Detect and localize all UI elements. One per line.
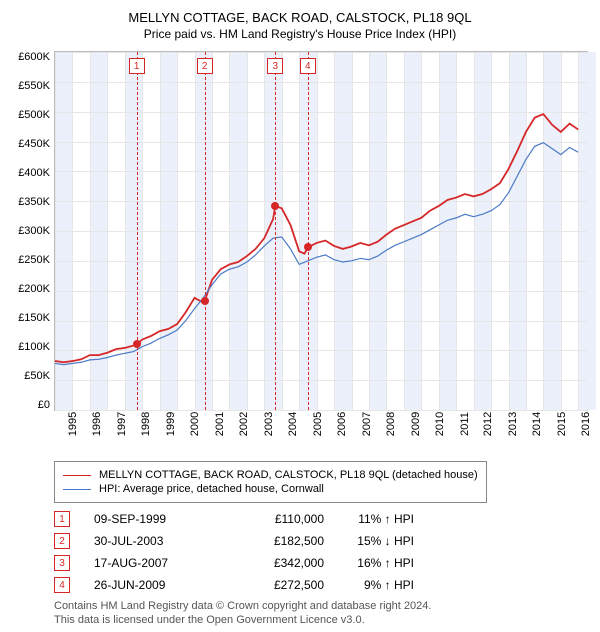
plot-wrapper: £600K £550K £500K £450K £400K £350K £300K £250K…: [12, 51, 588, 411]
x-tick-label: 2000: [176, 412, 202, 436]
sale-row: 1 09-SEP-1999£110,00011% ↑ HPI: [54, 511, 588, 527]
x-tick-label: 2013: [493, 412, 519, 436]
y-tick-label: £150K: [18, 312, 50, 324]
x-tick-label: 1995: [53, 412, 79, 436]
sale-marker-inline: 3: [54, 555, 70, 571]
sale-pct: 16% ↑ HPI: [324, 556, 414, 570]
x-tick-label: 1996: [78, 412, 104, 436]
y-tick-label: £400K: [18, 167, 50, 179]
sale-marker: 3: [267, 58, 283, 74]
sales-table: 1 09-SEP-1999£110,00011% ↑ HPI 2 30-JUL-200…: [54, 511, 588, 593]
y-tick-label: £500K: [18, 109, 50, 121]
footnote: Contains HM Land Registry data © Crown c…: [54, 599, 588, 628]
chart-title-main: MELLYN COTTAGE, BACK ROAD, CALSTOCK, PL1…: [12, 10, 588, 25]
y-tick-label: £550K: [18, 80, 50, 92]
plot-area: 1 2 3 4: [54, 51, 588, 411]
x-tick-label: 2009: [396, 412, 422, 436]
sale-marker: 2: [197, 58, 213, 74]
x-tick-label: 2008: [372, 412, 398, 436]
x-tick-label: 2017: [591, 412, 600, 436]
x-tick-label: 1999: [151, 412, 177, 436]
sale-dot: [133, 340, 141, 348]
x-tick-label: 2003: [249, 412, 275, 436]
legend-row: HPI: Average price, detached house, Corn…: [63, 483, 478, 495]
x-tick-label: 2005: [298, 412, 324, 436]
x-tick-label: 2014: [518, 412, 544, 436]
sale-marker-inline: 1: [54, 511, 70, 527]
sale-date: 09-SEP-1999: [94, 512, 224, 526]
sale-price: £272,500: [224, 578, 324, 592]
plot-svg: [55, 52, 587, 410]
x-tick-label: 2004: [274, 412, 300, 436]
sale-price: £342,000: [224, 556, 324, 570]
x-tick-label: 2001: [200, 412, 226, 436]
y-tick-label: £350K: [18, 196, 50, 208]
sale-price: £110,000: [224, 512, 324, 526]
y-tick-label: £300K: [18, 225, 50, 237]
chart-title-sub: Price paid vs. HM Land Registry's House …: [12, 27, 588, 41]
sale-date: 17-AUG-2007: [94, 556, 224, 570]
legend-label: HPI: Average price, detached house, Corn…: [99, 483, 324, 495]
legend-swatch: [63, 475, 91, 476]
y-tick-label: £600K: [18, 51, 50, 63]
sale-pct: 15% ↓ HPI: [324, 534, 414, 548]
chart-container: MELLYN COTTAGE, BACK ROAD, CALSTOCK, PL1…: [0, 0, 600, 632]
sale-date: 26-JUN-2009: [94, 578, 224, 592]
x-axis: 1995199619971998199920002001200220032004…: [54, 411, 588, 437]
y-tick-label: £450K: [18, 138, 50, 150]
x-tick-label: 2016: [567, 412, 593, 436]
sale-row: 3 17-AUG-2007£342,00016% ↑ HPI: [54, 555, 588, 571]
y-tick-label: £0: [38, 399, 50, 411]
y-axis: £600K £550K £500K £450K £400K £350K £300K £250K…: [12, 51, 54, 411]
x-tick-label: 2006: [323, 412, 349, 436]
x-tick-label: 1997: [102, 412, 128, 436]
sale-row: 2 30-JUL-2003£182,50015% ↓ HPI: [54, 533, 588, 549]
sale-row: 4 26-JUN-2009£272,5009% ↑ HPI: [54, 577, 588, 593]
y-tick-label: £100K: [18, 341, 50, 353]
legend-box: MELLYN COTTAGE, BACK ROAD, CALSTOCK, PL1…: [54, 461, 487, 503]
sale-dot: [304, 243, 312, 251]
y-tick-label: £50K: [24, 370, 50, 382]
legend-swatch: [63, 489, 91, 490]
sale-marker-inline: 2: [54, 533, 70, 549]
sale-dot: [271, 202, 279, 210]
x-tick-label: 2012: [469, 412, 495, 436]
legend-label: MELLYN COTTAGE, BACK ROAD, CALSTOCK, PL1…: [99, 469, 478, 481]
sale-marker: 4: [300, 58, 316, 74]
sale-price: £182,500: [224, 534, 324, 548]
x-tick-label: 2011: [445, 412, 471, 436]
sale-date: 30-JUL-2003: [94, 534, 224, 548]
sale-marker: 1: [129, 58, 145, 74]
y-tick-label: £250K: [18, 254, 50, 266]
sale-pct: 9% ↑ HPI: [324, 578, 414, 592]
footnote-line: This data is licensed under the Open Gov…: [54, 613, 588, 627]
x-tick-label: 2002: [225, 412, 251, 436]
sale-pct: 11% ↑ HPI: [324, 512, 414, 526]
x-tick-label: 2015: [542, 412, 568, 436]
x-tick-label: 2010: [421, 412, 447, 436]
y-tick-label: £200K: [18, 283, 50, 295]
footnote-line: Contains HM Land Registry data © Crown c…: [54, 599, 588, 613]
x-tick-label: 1998: [127, 412, 153, 436]
sale-dot: [201, 297, 209, 305]
x-tick-label: 2007: [347, 412, 373, 436]
legend-row: MELLYN COTTAGE, BACK ROAD, CALSTOCK, PL1…: [63, 469, 478, 481]
sale-marker-inline: 4: [54, 577, 70, 593]
